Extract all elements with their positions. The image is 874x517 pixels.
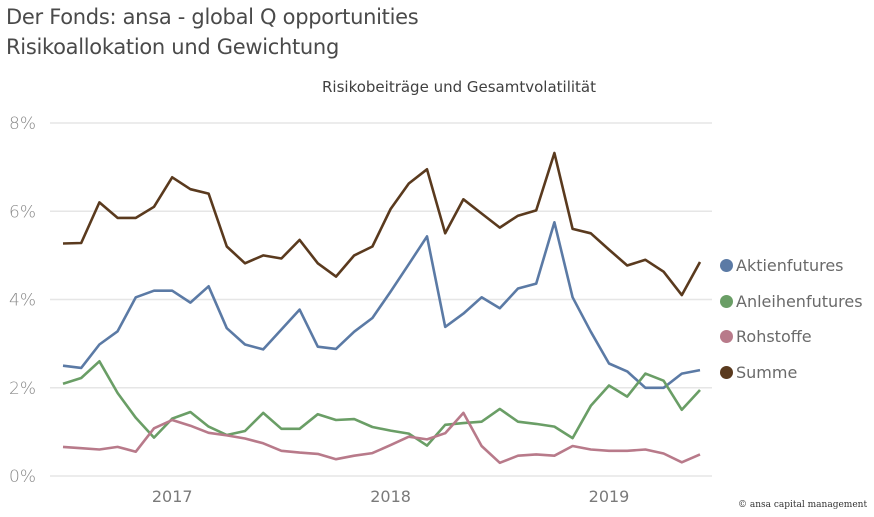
legend-label: Aktienfutures: [736, 256, 844, 276]
page-title: Der Fonds: ansa - global Q opportunities: [6, 5, 419, 29]
legend-marker-icon: [720, 259, 733, 273]
gridlines: [50, 122, 712, 477]
y-tick-label: 6%: [9, 202, 36, 222]
chart-title: Risikobeiträge und Gesamtvolatilität: [322, 78, 596, 96]
page-subtitle: Risikoallokation und Gewichtung: [6, 35, 339, 59]
legend-item-summe[interactable]: Summe: [720, 355, 863, 391]
legend-label: Summe: [736, 362, 798, 382]
legend-marker-icon: [720, 365, 733, 379]
legend-marker-icon: [720, 330, 733, 344]
legend-item-rohstoffe[interactable]: Rohstoffe: [720, 319, 863, 355]
legend-label: Rohstoffe: [736, 327, 812, 347]
y-tick-label: 2%: [9, 379, 36, 399]
legend-item-anleihenfutures[interactable]: Anleihenfutures: [720, 284, 863, 320]
legend-item-aktienfutures[interactable]: Aktienfutures: [720, 248, 863, 284]
x-axis-ticks: 2017 2018 2019: [152, 487, 630, 506]
y-tick-label: 0%: [9, 467, 36, 487]
x-tick-label: 2018: [370, 487, 411, 506]
x-tick-label: 2019: [589, 487, 630, 506]
series-line-anleihenfutures: [62, 359, 701, 447]
legend-label: Anleihenfutures: [736, 291, 863, 311]
legend: Aktienfutures Anleihenfutures Rohstoffe …: [720, 248, 863, 390]
series-line-summe: [62, 151, 702, 297]
series-line-aktienfutures: [62, 221, 701, 390]
legend-marker-icon: [720, 294, 733, 308]
y-tick-label: 8%: [9, 114, 36, 134]
series-lines: [62, 151, 702, 465]
x-tick-label: 2017: [152, 487, 193, 506]
y-tick-label: 4%: [9, 291, 36, 311]
copyright-notice: © ansa capital management: [738, 500, 868, 510]
series-line-rohstoffe: [62, 411, 701, 465]
y-axis-ticks: 0% 2% 4% 6% 8%: [9, 114, 36, 487]
